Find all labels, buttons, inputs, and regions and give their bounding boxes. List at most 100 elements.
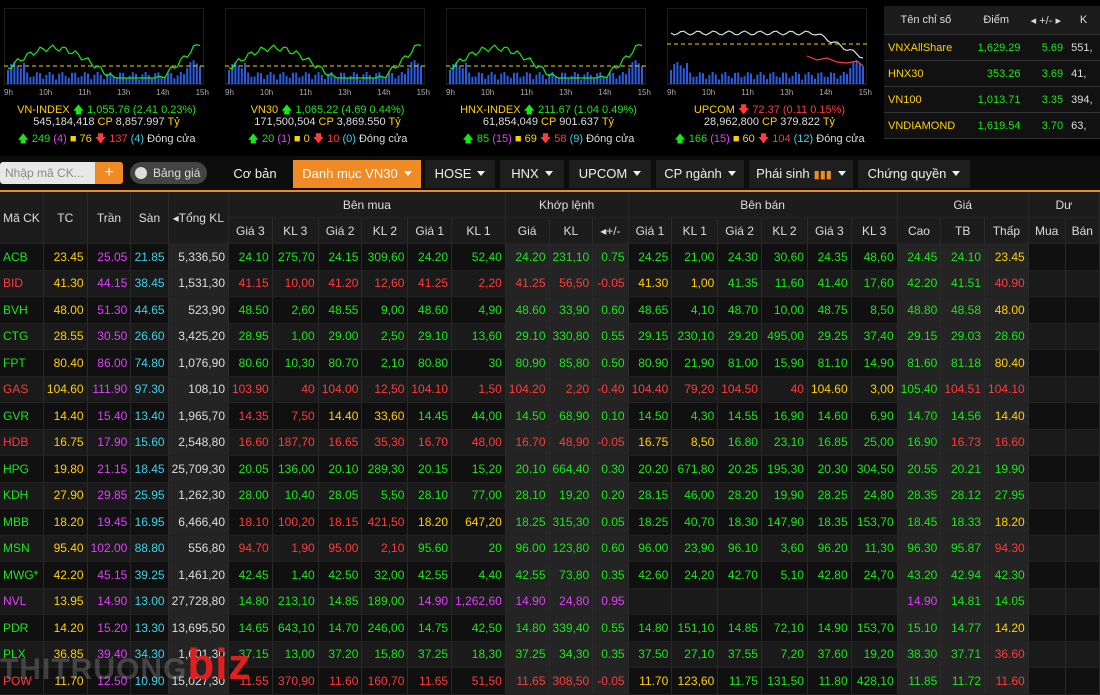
table-row[interactable]: BID 41.30 44.15 38.45 1,531,30 41.15 10,00 41.2…: [0, 270, 1100, 297]
table-row[interactable]: GAS 104.60 111.90 97.30 108,10 103.90 40 104.00…: [0, 376, 1100, 403]
volume-bar: [90, 79, 93, 84]
table-row[interactable]: MWG* 42.20 45.15 39.25 1,461,20 42.45 1,40 42.5…: [0, 561, 1100, 589]
index-row[interactable]: VNXAllShare 1,629.29 5.69 551,: [884, 34, 1100, 61]
cell-symbol[interactable]: MBB: [0, 508, 44, 536]
col-avg[interactable]: TB: [940, 217, 986, 244]
volume-bar: [804, 74, 807, 84]
mini-chart-upcom[interactable]: 9h 10h 11h 13h 14h 15h UPCOM 🡇 72.37 (0.11 0.…: [667, 8, 872, 150]
cell-symbol[interactable]: ACB: [0, 243, 44, 271]
cell-symbol[interactable]: BID: [0, 270, 44, 297]
tab-phai-sinh[interactable]: Phái sinh ▮▮▮: [749, 160, 853, 188]
mini-chart-hnx-index[interactable]: 9h 10h 11h 13h 14h 15h HNX-INDEX 🡅 211.67 (1.…: [446, 8, 651, 150]
volume-bar: [420, 66, 422, 84]
cell-buy-kl2: 160,70: [361, 667, 409, 695]
col-match-change[interactable]: ◂+/-: [592, 217, 629, 244]
mini-chart-vn-index[interactable]: 9h 10h 11h 13h 14h 15h VN-INDEX 🡅 1,055.76 (2…: [4, 8, 209, 150]
col-total-volume[interactable]: ◂Tổng KL: [168, 192, 230, 244]
col-buy-vol-3[interactable]: KL 3: [272, 217, 319, 244]
table-row[interactable]: KDH 27.90 29.85 25.95 1,262,30 28.00 10,40 28.0…: [0, 482, 1100, 509]
tab-hose[interactable]: HOSE: [425, 160, 495, 188]
col-sell-price-2[interactable]: Giá 2: [717, 217, 762, 244]
mini-chart-vn30[interactable]: 9h 10h 11h 13h 14h 15h VN30 🡅 1,065.22 (4.69 …: [225, 8, 430, 150]
table-row[interactable]: GVR 14.40 15.40 13.40 1,965,70 14.35 7,50 14.40…: [0, 402, 1100, 430]
table-row[interactable]: MSN 95.40 102.00 88.80 556,80 94.70 1,90 95.00 2…: [0, 535, 1100, 562]
volume-bar: [817, 73, 820, 84]
add-stock-button[interactable]: +: [95, 162, 123, 184]
cell-buy-g1: 28.10: [407, 482, 453, 509]
cell-symbol[interactable]: MWG*: [0, 561, 44, 589]
col-match-vol[interactable]: KL: [549, 217, 594, 244]
table-row[interactable]: PLX 36.85 39.40 34.30 1,601,30 37.15 13,00 37.2…: [0, 641, 1100, 668]
table-row[interactable]: MBB 18.20 19.45 16.95 6,466,40 18.10 100,20 18.…: [0, 508, 1100, 536]
col-remain-buy[interactable]: Mua: [1028, 217, 1066, 244]
index-row[interactable]: HNX30 353.26 3.69 41,: [884, 60, 1100, 87]
col-sell-price-1[interactable]: Giá 1: [628, 217, 673, 244]
index-headline: VN30 🡅 1,065.22 (4.69 0.44%): [225, 101, 430, 120]
tab-hnx[interactable]: HNX: [500, 160, 564, 188]
col-high[interactable]: Cao: [897, 217, 942, 244]
col-tran[interactable]: Trần: [87, 192, 132, 244]
cell-buy-kl1: 52,40: [451, 243, 506, 271]
cell-symbol[interactable]: PDR: [0, 614, 44, 642]
col-symbol[interactable]: Mã CK: [0, 192, 44, 244]
stock-search-input[interactable]: Nhập mã CK...: [0, 162, 95, 184]
cell-symbol[interactable]: HDB: [0, 429, 44, 456]
cell-symbol[interactable]: MSN: [0, 535, 44, 562]
cell-symbol[interactable]: KDH: [0, 482, 44, 509]
index-col-k: K: [1067, 6, 1100, 35]
cell-symbol[interactable]: GAS: [0, 376, 44, 403]
col-sell-price-3[interactable]: Giá 3: [807, 217, 852, 244]
cell-buy-kl1: 13,60: [451, 323, 506, 350]
cell-symbol[interactable]: NVL: [0, 588, 44, 615]
cell-high: 15.10: [897, 614, 942, 642]
watermark-logo: biz: [187, 640, 252, 689]
table-row[interactable]: BVH 48.00 51.30 44.65 523,90 48.50 2,60 48.55 9,…: [0, 296, 1100, 324]
volume-bar: [487, 75, 490, 84]
cell-match-vol: 24,80: [549, 588, 594, 615]
table-row[interactable]: HPG 19.80 21.15 18.45 25,709,30 20.05 136,00 20…: [0, 455, 1100, 483]
cell-symbol[interactable]: CTG: [0, 323, 44, 350]
col-sell-vol-2[interactable]: KL 2: [761, 217, 808, 244]
col-buy-price-3[interactable]: Giá 3: [228, 217, 273, 244]
index-col-change[interactable]: ◂ +/- ▸: [1024, 6, 1068, 35]
col-buy-price-1[interactable]: Giá 1: [407, 217, 453, 244]
tab-cp-nganh[interactable]: CP ngành: [656, 160, 744, 188]
col-remain-sell[interactable]: Bán: [1065, 217, 1100, 244]
table-row[interactable]: NVL 13.95 14.90 13.00 27,728,80 14.80 213,10 14…: [0, 588, 1100, 615]
volume-bar: [525, 72, 528, 84]
table-row[interactable]: CTG 28.55 30.50 26.60 3,425,20 28.95 1,00 29.00…: [0, 323, 1100, 350]
cell-symbol[interactable]: GVR: [0, 402, 44, 430]
cell-symbol[interactable]: HPG: [0, 455, 44, 483]
table-row[interactable]: ACB 23.45 25.05 21.85 5,336,50 24.10 275,70 24.…: [0, 243, 1100, 271]
col-sell-vol-1[interactable]: KL 1: [671, 217, 719, 244]
col-buy-vol-2[interactable]: KL 2: [361, 217, 409, 244]
col-match-price[interactable]: Giá: [505, 217, 550, 244]
cell-buy-g1: 37.25: [407, 641, 453, 668]
col-san[interactable]: Sàn: [130, 192, 169, 244]
col-tc[interactable]: TC: [43, 192, 88, 244]
volume-bar: [689, 72, 692, 84]
table-row[interactable]: FPT 80.40 86.00 74.80 1,076,90 80.60 10,30 80.7…: [0, 349, 1100, 377]
table-row[interactable]: PDR 14.20 15.20 13.30 13,695,50 14.65 643,10 14…: [0, 614, 1100, 642]
tab-upcom[interactable]: UPCOM: [569, 160, 651, 188]
toolbar: Nhập mã CK... + Bảng giá Cơ bản Danh mục…: [0, 156, 1100, 192]
tab-danh-muc-vn30[interactable]: Danh mục VN30: [293, 160, 421, 188]
index-row[interactable]: VN100 1,013.71 3.35 394,: [884, 86, 1100, 113]
col-buy-price-2[interactable]: Giá 2: [318, 217, 363, 244]
hour-tick: 15h: [637, 88, 651, 97]
index-row[interactable]: VNDIAMOND 1,619.54 3.70 63,: [884, 112, 1100, 139]
cell-tran: 17.90: [87, 429, 132, 456]
tab-co-ban[interactable]: Cơ bản: [225, 160, 285, 188]
cell-sell-g2: 20.25: [717, 455, 762, 483]
hour-axis: 9h 10h 11h 13h 14h 15h: [225, 88, 430, 97]
col-sell-vol-3[interactable]: KL 3: [851, 217, 898, 244]
col-buy-vol-1[interactable]: KL 1: [451, 217, 506, 244]
col-low[interactable]: Thấp: [984, 217, 1029, 244]
cell-symbol[interactable]: FPT: [0, 349, 44, 377]
cell-buy-kl3: 2,60: [272, 296, 319, 324]
cell-symbol[interactable]: BVH: [0, 296, 44, 324]
tab-chung-quyen[interactable]: Chứng quyền: [858, 160, 970, 188]
board-toggle[interactable]: Bảng giá: [130, 162, 207, 184]
table-row[interactable]: HDB 16.75 17.90 15.60 2,548,80 16.60 187,70 16.…: [0, 429, 1100, 456]
cell-symbol[interactable]: PLX: [0, 641, 44, 668]
